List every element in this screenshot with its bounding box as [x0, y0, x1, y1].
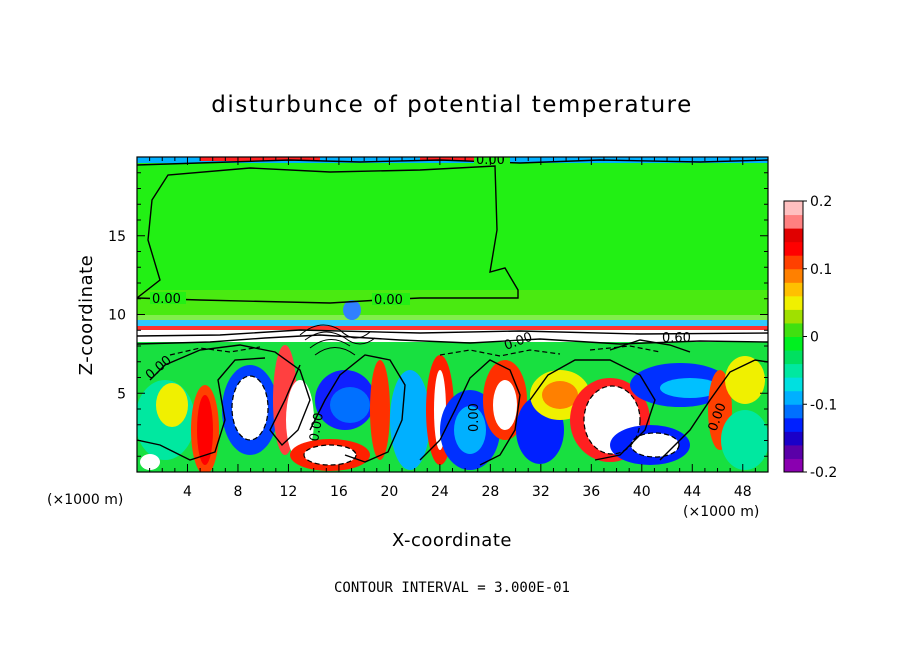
colorbar-swatch	[784, 417, 803, 432]
colorbar-tick-label: 0.2	[810, 194, 832, 210]
colorbar-swatch	[784, 295, 803, 310]
colorbar-swatch	[784, 458, 803, 473]
colorbar-tick-label: 0	[810, 330, 819, 346]
x-tick-label: 8	[233, 484, 242, 500]
colorbar	[784, 201, 803, 473]
colorbar-swatch	[784, 228, 803, 243]
y-tick-label: 10	[108, 308, 126, 324]
x-tick-label: 48	[734, 484, 752, 500]
turbulence-blobs	[137, 345, 768, 472]
x-origin-unit-label: (×1000 m)	[47, 492, 123, 508]
plume	[343, 300, 361, 320]
colorbar-swatch	[784, 241, 803, 256]
x-tick-label: 4	[183, 484, 192, 500]
contour-label: 0.00	[374, 293, 403, 308]
x-axis-label: X-coordinate	[392, 530, 512, 551]
colorbar-swatch	[784, 309, 803, 324]
y-axis: 5 10 15	[108, 172, 768, 457]
colorbar-swatch	[784, 363, 803, 378]
colorbar-swatch	[784, 444, 803, 459]
x-tick-label: 36	[582, 484, 600, 500]
x-axis: 4 8 12 16 20 24 28 32 36 40 44 48	[149, 157, 756, 500]
colorbar-swatch	[784, 350, 803, 365]
x-tick-label: 32	[532, 484, 550, 500]
x-tick-label: 24	[431, 484, 449, 500]
colorbar-swatch	[784, 377, 803, 392]
y-axis-label: Z-coordinate	[76, 255, 97, 376]
chart-title: disturbunce of potential temperature	[211, 92, 693, 118]
dense-contours	[299, 324, 376, 356]
x-tick-label: 20	[380, 484, 398, 500]
colorbar-swatch	[784, 336, 803, 351]
contour-interval-note: CONTOUR INTERVAL = 3.000E-01	[334, 580, 570, 596]
contour-label: 0.00	[152, 292, 181, 307]
x-axis-unit-label: (×1000 m)	[683, 504, 759, 520]
x-tick-label: 44	[683, 484, 701, 500]
colorbar-ticks: 0.2 0.1 0 -0.1 -0.2	[803, 194, 837, 481]
colorbar-swatch	[784, 404, 803, 419]
colorbar-tick-label: -0.1	[810, 397, 837, 413]
colorbar-tick-label: 0.1	[810, 262, 832, 278]
colorbar-swatch	[784, 282, 803, 297]
contour-lines	[137, 159, 768, 466]
contour-label: 0.60	[662, 331, 691, 346]
colorbar-swatch	[784, 322, 803, 337]
negative-contours	[169, 345, 680, 466]
x-tick-label: 40	[633, 484, 651, 500]
y-tick-label: 5	[117, 386, 126, 402]
x-tick-label: 12	[280, 484, 298, 500]
y-tick-label: 15	[108, 229, 126, 245]
colorbar-swatch	[784, 255, 803, 270]
colorbar-tick-label: -0.2	[810, 465, 837, 481]
contour-label: 0.00	[307, 412, 327, 443]
colorbar-swatch	[784, 390, 803, 405]
colorbar-swatch	[784, 431, 803, 446]
x-tick-label: 28	[481, 484, 499, 500]
contour-label: 0.00	[467, 403, 482, 432]
colorbar-swatch	[784, 214, 803, 229]
colorbar-swatch	[784, 268, 803, 283]
temperature-field: 0.00 0.00 0.00 0.00 0.00 0.00 0.00 0.60 …	[137, 157, 768, 472]
colorbar-swatch	[784, 201, 803, 216]
x-tick-label: 16	[330, 484, 348, 500]
